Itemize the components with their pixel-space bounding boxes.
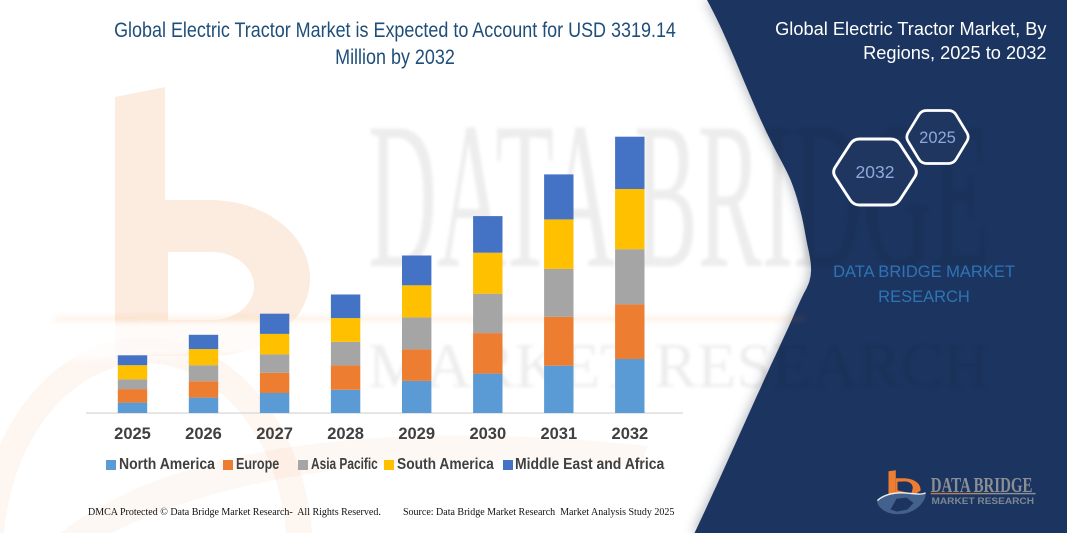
svg-text:MARKET RESEARCH: MARKET RESEARCH (368, 331, 990, 401)
svg-text:2025: 2025 (919, 129, 956, 147)
svg-text:2032: 2032 (856, 162, 895, 182)
svg-text:MARKET RESEARCH: MARKET RESEARCH (932, 496, 1035, 507)
